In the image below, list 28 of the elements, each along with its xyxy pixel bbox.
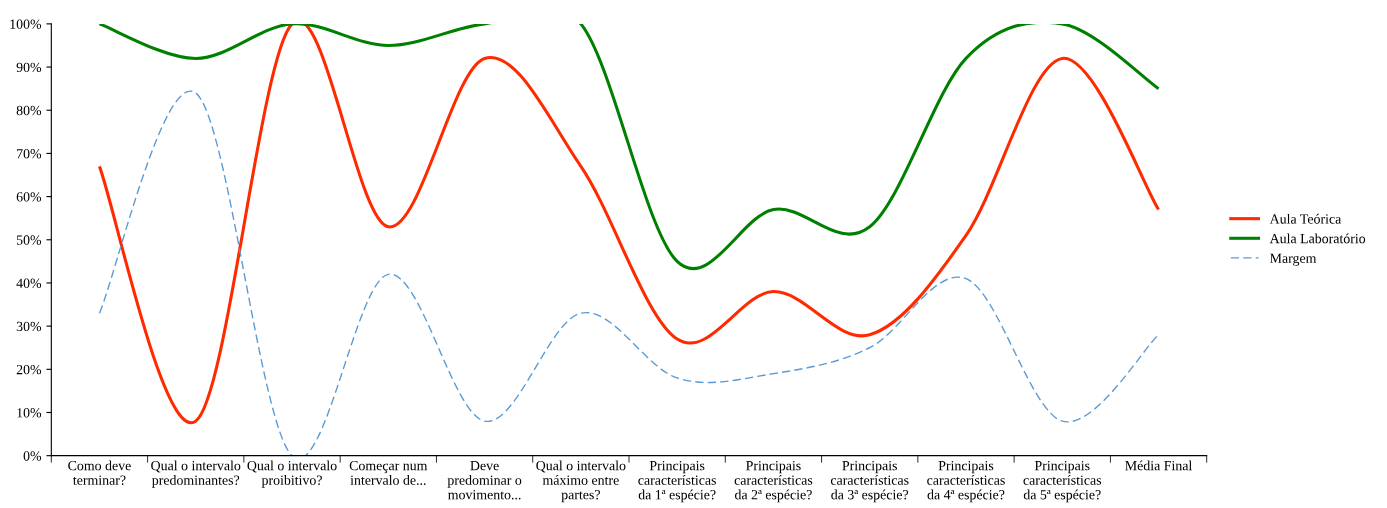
y-tick-label: 30% <box>16 321 42 332</box>
y-tick-label: 90% <box>16 62 42 73</box>
x-tick-label: Principais características da 4ª espécie? <box>927 460 1005 503</box>
legend-label: Margem <box>1270 253 1317 266</box>
y-tick-label: 40% <box>16 278 42 288</box>
y-tick-label: 100% <box>10 19 42 29</box>
x-tick-label: Qual o intervalo predominantes? <box>151 460 241 488</box>
legend-label: Aula Teórica <box>1269 213 1342 224</box>
y-tick-label: 80% <box>16 105 42 116</box>
y-tick-label: 70% <box>17 149 42 159</box>
x-tick-label: Começar num intervalo de... <box>349 460 428 485</box>
x-tick-label: Principais características da 1ª espécie? <box>638 460 716 503</box>
y-tick-label: 20% <box>16 364 42 375</box>
x-tick-label: Principais características da 3ª espécie? <box>830 460 909 503</box>
y-tick-label: 60% <box>16 192 42 202</box>
legend-label: Aula Laboratório <box>1269 233 1366 244</box>
x-tick-label: Principais características da 5ª espécie? <box>1023 460 1102 503</box>
x-tick-label: Qual o intervalo proibitivo? <box>247 460 337 488</box>
line-series <box>98 91 1160 456</box>
x-tick-label: Principais características da 2ª espécie? <box>734 460 813 503</box>
x-tick-label: Como deve terminar? <box>68 460 131 485</box>
line-series <box>97 23 1161 423</box>
x-tick-label: Qual o intervalo máximo entre partes? <box>536 460 626 503</box>
x-tick-label: Média Final <box>1125 460 1193 471</box>
y-tick-label: 50% <box>16 235 42 245</box>
x-tick-label: Deve predominar o movimento... <box>447 461 522 500</box>
y-tick-label: 0% <box>23 451 42 461</box>
y-tick-label: 10% <box>17 408 42 418</box>
